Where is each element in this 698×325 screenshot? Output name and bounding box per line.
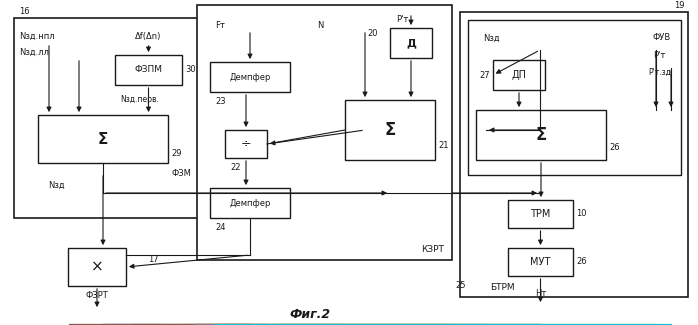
- Text: P'т: P'т: [653, 50, 666, 59]
- Text: 20: 20: [368, 29, 378, 37]
- Text: 18: 18: [202, 0, 213, 3]
- Text: 26: 26: [576, 257, 586, 266]
- Text: 10: 10: [576, 210, 586, 218]
- Bar: [225, 130, 267, 158]
- Bar: [345, 100, 435, 160]
- Text: 21: 21: [438, 140, 449, 150]
- Text: МУТ: МУТ: [530, 257, 551, 267]
- Text: Nзд: Nзд: [483, 33, 500, 43]
- Text: КЗРТ: КЗРТ: [421, 245, 444, 254]
- Bar: [210, 62, 290, 92]
- Text: Демпфер: Демпфер: [230, 199, 271, 207]
- Bar: [468, 20, 681, 175]
- Text: 30: 30: [185, 66, 195, 74]
- Text: P'т.зд: P'т.зд: [648, 68, 671, 76]
- Text: ФЗМ: ФЗМ: [171, 168, 191, 177]
- Text: N: N: [317, 20, 323, 30]
- Text: Nзд.нпл: Nзд.нпл: [19, 32, 54, 41]
- Bar: [68, 248, 126, 286]
- Text: Фиг.2: Фиг.2: [290, 308, 331, 321]
- Text: Nзд.лл: Nзд.лл: [19, 47, 49, 57]
- Text: Д: Д: [406, 38, 416, 48]
- Bar: [508, 200, 573, 228]
- Bar: [460, 12, 688, 297]
- Text: Nзд.перв.: Nзд.перв.: [120, 95, 159, 103]
- Text: 25: 25: [455, 280, 466, 290]
- Text: P'т: P'т: [396, 16, 408, 24]
- Bar: [115, 55, 182, 85]
- Text: 26: 26: [609, 144, 620, 152]
- Bar: [14, 18, 202, 218]
- Text: ×: ×: [91, 259, 103, 275]
- Bar: [197, 5, 452, 260]
- Text: Nзд: Nзд: [48, 180, 65, 189]
- Text: ТРМ: ТРМ: [530, 209, 551, 219]
- Bar: [38, 115, 168, 163]
- Text: ФЗПМ: ФЗПМ: [135, 66, 163, 74]
- Text: ФЗРТ: ФЗРТ: [86, 292, 108, 301]
- Text: 23: 23: [215, 98, 225, 107]
- Text: Fт: Fт: [215, 20, 225, 30]
- Bar: [508, 248, 573, 276]
- Text: Δf(Δn): Δf(Δn): [135, 32, 162, 41]
- Text: Демпфер: Демпфер: [230, 72, 271, 82]
- Text: 29: 29: [171, 149, 181, 158]
- Bar: [210, 188, 290, 218]
- Text: ДП: ДП: [512, 70, 526, 80]
- Text: Σ: Σ: [385, 121, 396, 139]
- Text: ÷: ÷: [241, 137, 251, 150]
- Bar: [493, 60, 545, 90]
- Text: 22: 22: [230, 163, 241, 173]
- Text: 17: 17: [148, 254, 158, 264]
- Text: 19: 19: [674, 1, 685, 9]
- Text: 24: 24: [215, 224, 225, 232]
- Text: 16: 16: [19, 6, 29, 16]
- Text: Нт: Нт: [535, 290, 547, 298]
- Text: БТРМ: БТРМ: [490, 282, 514, 292]
- Text: Σ: Σ: [98, 132, 108, 147]
- Bar: [476, 110, 606, 160]
- Text: Σ: Σ: [535, 126, 547, 144]
- Bar: [390, 28, 432, 58]
- Text: ФУВ: ФУВ: [653, 33, 671, 43]
- Text: 27: 27: [480, 71, 490, 80]
